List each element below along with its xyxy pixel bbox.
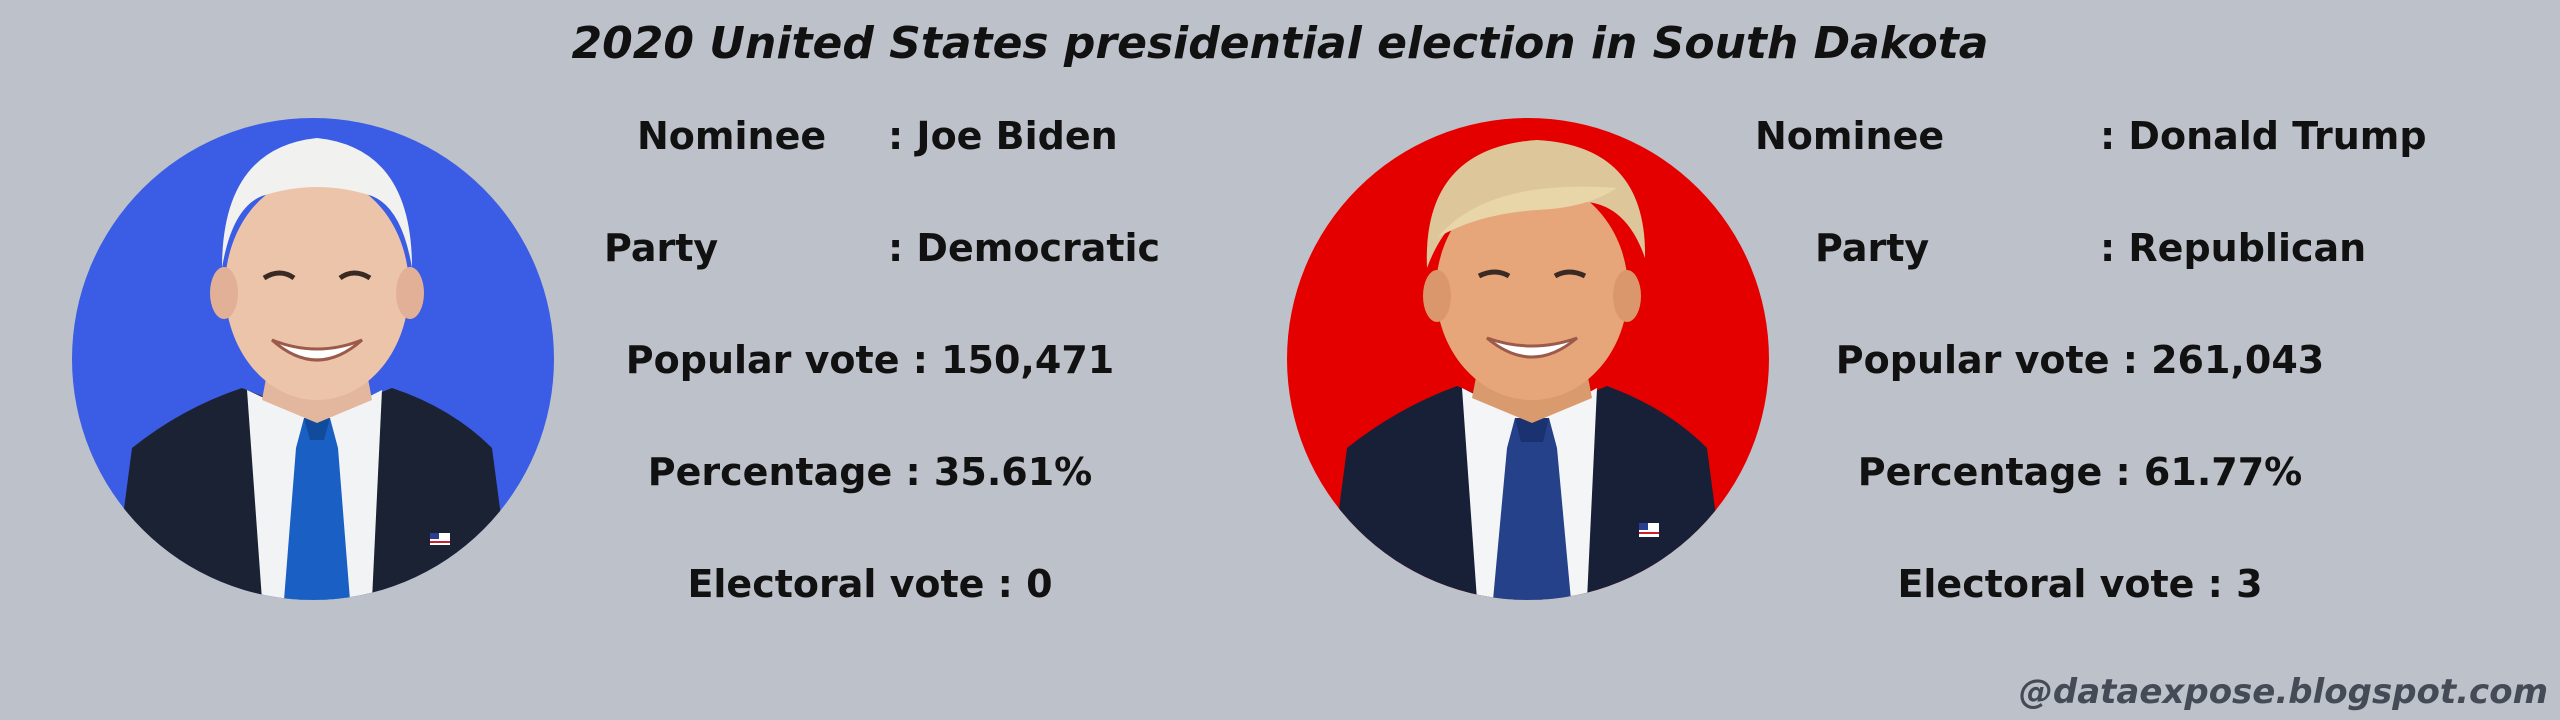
nominee-label-republican: Nominee [1755,114,1945,158]
party-label-republican: Party [1815,226,1930,270]
nominee-value-democratic: : Joe Biden [888,114,1118,158]
nominee-value-republican: : Donald Trump [2100,114,2427,158]
candidate-portrait-republican [1287,118,1769,600]
electoral-vote-democratic: Electoral vote : 0 [687,562,1053,606]
party-value-democratic: : Democratic [888,226,1161,270]
popular-vote-republican: Popular vote : 261,043 [1835,338,2325,382]
percentage-republican: Percentage : 61.77% [1857,450,2303,494]
party-value-republican: : Republican [2100,226,2367,270]
watermark: @dataexpose.blogspot.com [2018,672,2548,712]
nominee-label-democratic: Nominee [637,114,827,158]
electoral-vote-republican: Electoral vote : 3 [1897,562,2263,606]
page-title: 2020 United States presidential election… [571,18,1989,69]
popular-vote-democratic: Popular vote : 150,471 [625,338,1115,382]
party-label-democratic: Party [604,226,719,270]
candidate-portrait-democratic [72,118,554,600]
percentage-democratic: Percentage : 35.61% [647,450,1093,494]
